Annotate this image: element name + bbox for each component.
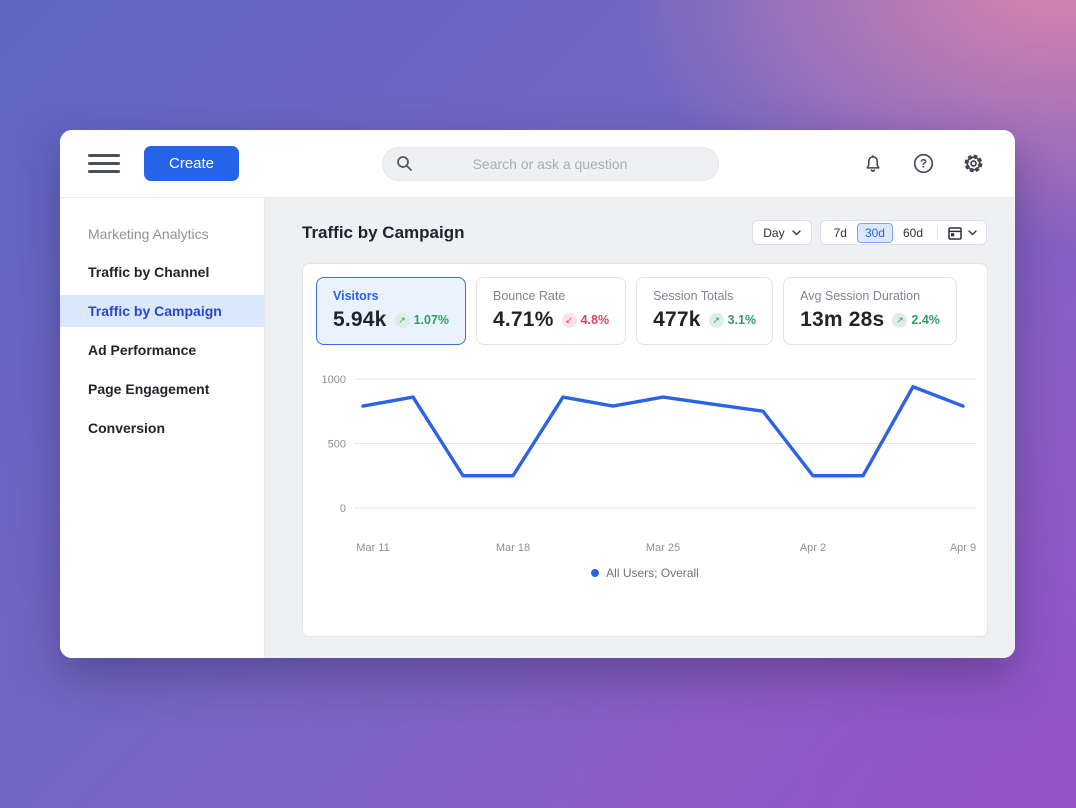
- metric-label: Avg Session Duration: [800, 289, 921, 303]
- sidebar-item-page-engagement[interactable]: Page Engagement: [88, 381, 210, 397]
- svg-text:Mar 18: Mar 18: [496, 542, 530, 554]
- help-icon[interactable]: ?: [911, 152, 935, 176]
- chevron-down-icon: [968, 229, 977, 235]
- metric-value: 5.94k: [333, 308, 387, 331]
- svg-text:Mar 25: Mar 25: [646, 542, 680, 554]
- sidebar: Marketing Analytics Traffic by Channel T…: [60, 198, 265, 658]
- page-title: Traffic by Campaign: [302, 222, 465, 242]
- svg-text:?: ?: [919, 159, 926, 171]
- trend-down-arrow-icon: ↙: [561, 312, 577, 328]
- svg-text:0: 0: [340, 503, 346, 515]
- metric-card-visitors[interactable]: Visitors 5.94k ↗ 1.07%: [316, 277, 467, 345]
- granularity-value: Day: [763, 225, 785, 240]
- calendar-dropdown-button[interactable]: [943, 226, 982, 240]
- calendar-icon: [948, 226, 962, 240]
- range-60d-button[interactable]: 60d: [902, 225, 923, 240]
- metric-delta: ↙ 4.8%: [561, 312, 609, 328]
- search-icon: [396, 156, 412, 171]
- top-bar: Create ?: [60, 130, 1015, 198]
- search-bar[interactable]: [381, 146, 719, 181]
- trend-up-arrow-icon: ↗: [892, 312, 908, 328]
- sidebar-item-conversion[interactable]: Conversion: [88, 420, 166, 436]
- main-content: Traffic by Campaign Day 7d 30d 60d: [265, 198, 1015, 658]
- metric-value: 13m 28s: [800, 308, 885, 331]
- notifications-bell-icon[interactable]: [861, 152, 885, 176]
- trend-up-arrow-icon: ↗: [394, 312, 410, 328]
- date-range-group: 7d 30d 60d: [819, 220, 987, 245]
- granularity-dropdown[interactable]: Day: [752, 220, 812, 245]
- metric-label: Bounce Rate: [493, 289, 566, 303]
- metric-delta: ↗ 2.4%: [892, 312, 940, 328]
- metric-delta: ↗ 3.1%: [708, 312, 756, 328]
- svg-text:500: 500: [328, 439, 346, 451]
- metric-value: 477k: [653, 308, 701, 331]
- svg-text:Apr 9: Apr 9: [950, 542, 976, 554]
- metric-card-session-totals[interactable]: Session Totals 477k ↗ 3.1%: [636, 277, 774, 345]
- svg-text:Mar 11: Mar 11: [356, 542, 389, 554]
- metric-delta: ↗ 1.07%: [394, 312, 449, 328]
- chart-legend: All Users; Overall: [316, 566, 974, 580]
- svg-text:1000: 1000: [322, 374, 346, 386]
- hamburger-menu-icon[interactable]: [88, 154, 120, 173]
- sidebar-item-traffic-by-channel[interactable]: Traffic by Channel: [88, 264, 210, 280]
- create-button[interactable]: Create: [144, 146, 240, 181]
- metric-label: Session Totals: [653, 289, 734, 303]
- line-chart: 0 500 1000 Mar 11 Mar 18 Mar 25 Apr 2 Apr 9: [316, 367, 977, 564]
- metric-value: 4.71%: [493, 308, 554, 331]
- search-input[interactable]: [382, 147, 718, 180]
- chevron-down-icon: [791, 229, 801, 235]
- legend-dot-icon: [591, 569, 600, 577]
- metric-card-avg-session-duration[interactable]: Avg Session Duration 13m 28s ↗ 2.4%: [783, 277, 957, 345]
- sidebar-item-traffic-by-campaign[interactable]: Traffic by Campaign: [60, 295, 264, 327]
- app-window: Create ?: [60, 130, 1015, 658]
- sidebar-item-ad-performance[interactable]: Ad Performance: [88, 342, 197, 358]
- svg-text:Apr 2: Apr 2: [800, 542, 826, 554]
- sidebar-section-label: Marketing Analytics: [88, 226, 209, 242]
- range-7d-button[interactable]: 7d: [833, 225, 847, 240]
- range-30d-button[interactable]: 30d: [856, 222, 893, 243]
- metric-label: Visitors: [333, 289, 379, 303]
- chart-card: Visitors 5.94k ↗ 1.07% Bounce Rate 4.: [302, 263, 988, 637]
- metric-card-bounce-rate[interactable]: Bounce Rate 4.71% ↙ 4.8%: [476, 277, 627, 345]
- legend-label: All Users; Overall: [606, 566, 699, 580]
- trend-up-arrow-icon: ↗: [708, 312, 724, 328]
- settings-gear-icon[interactable]: [961, 152, 985, 176]
